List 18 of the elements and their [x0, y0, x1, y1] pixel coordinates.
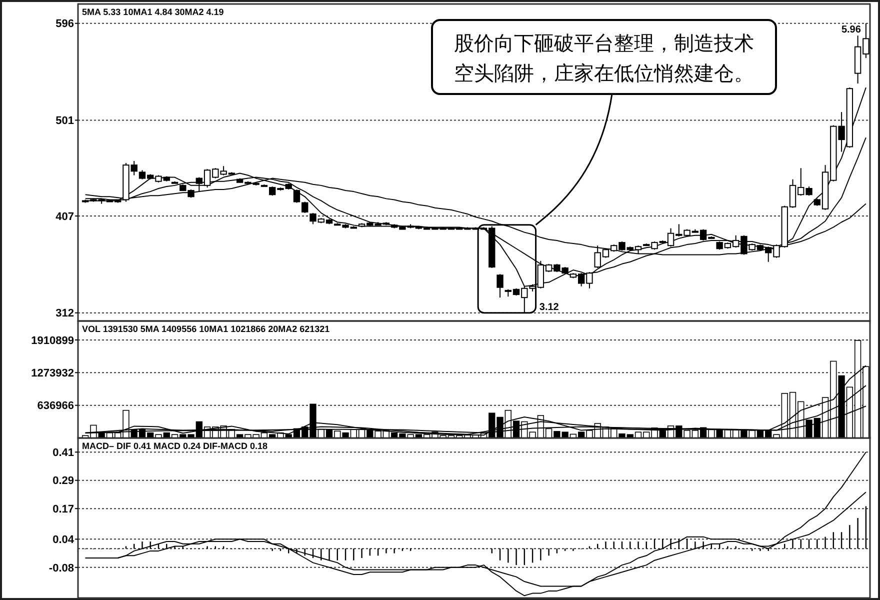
y-tick-label: 596 — [56, 18, 74, 30]
y-tick-label: 407 — [56, 210, 74, 223]
annotation: 股价向下砸破平台整理，制造技术空头陷阱，庄家在低位悄然建仓。 — [454, 31, 754, 85]
y-tick-label: 0.04 — [52, 534, 75, 546]
chart-subtitle: MACD– DIF 0.41 MACD 0.24 DIF-MACD 0.18 — [82, 441, 268, 451]
y-tick-label: 636966 — [37, 400, 74, 412]
y-tick-label: 0.17 — [52, 503, 74, 516]
annotation: 3.12 — [539, 302, 560, 313]
y-tick-label: 1273932 — [31, 367, 74, 380]
chart-subtitle: 5MA 5.33 10MA1 4.84 30MA2 4.19 — [82, 7, 224, 17]
y-tick-label: -0.08 — [48, 562, 74, 574]
y-tick-label: 501 — [56, 115, 74, 128]
y-tick-label: 1910899 — [31, 334, 74, 347]
y-tick-label: 0.41 — [52, 446, 74, 459]
annotation: 5.96 — [841, 24, 862, 36]
y-tick-label: 312 — [56, 308, 74, 320]
y-tick-label: 0.29 — [52, 475, 74, 488]
chart-subtitle: VOL 1391530 5MA 1409556 10MA1 1021866 20MA2 621321 — [82, 324, 330, 334]
